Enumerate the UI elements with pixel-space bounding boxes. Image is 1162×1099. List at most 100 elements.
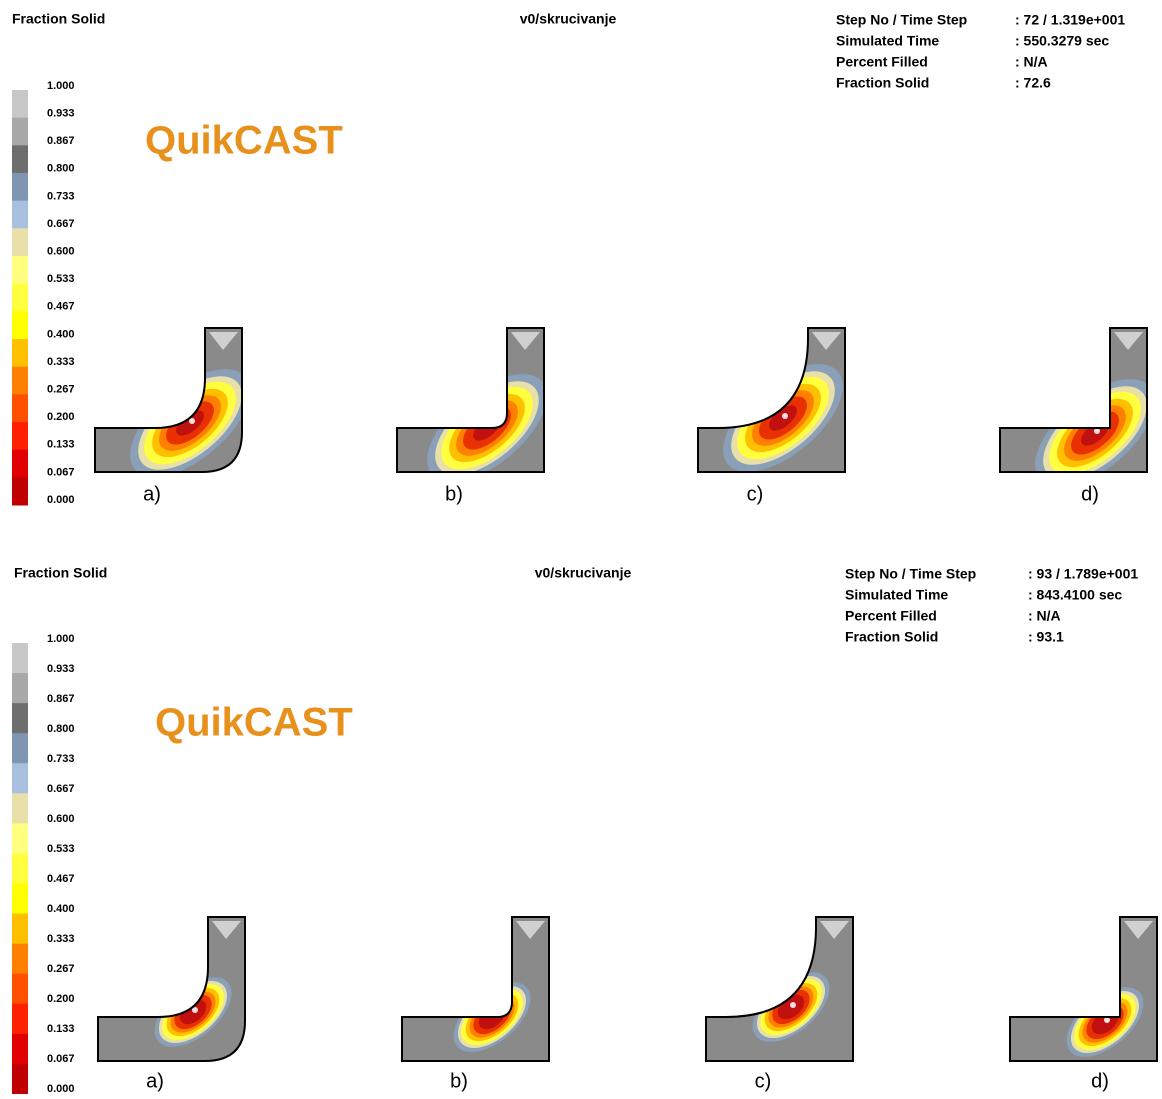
legend-label: 0.733 bbox=[47, 753, 75, 765]
legend-label: 0.933 bbox=[47, 108, 75, 120]
hot-spot bbox=[1104, 1017, 1110, 1023]
legend-label: 0.600 bbox=[47, 246, 75, 258]
info-label: Step No / Time Step bbox=[836, 12, 967, 28]
case-label: a) bbox=[143, 483, 161, 505]
hot-spot bbox=[782, 413, 788, 419]
info-value: : 843.4100 sec bbox=[1028, 587, 1122, 603]
legend-swatch bbox=[12, 793, 28, 824]
legend-label: 0.200 bbox=[47, 411, 75, 423]
outline bbox=[401, 916, 550, 1062]
legend-label: 0.067 bbox=[47, 1053, 75, 1065]
legend-swatch bbox=[12, 1063, 28, 1095]
legend-label: 0.467 bbox=[47, 873, 75, 885]
legend-swatch bbox=[12, 394, 28, 423]
panel-title: Fraction Solid bbox=[12, 11, 105, 27]
hot-spot bbox=[189, 418, 195, 424]
info-value: : N/A bbox=[1028, 608, 1061, 624]
outline bbox=[1009, 916, 1158, 1062]
legend-label: 0.867 bbox=[47, 135, 75, 147]
hot-spot bbox=[1094, 428, 1100, 434]
info-label: Fraction Solid bbox=[836, 75, 929, 91]
info-label: Simulated Time bbox=[836, 33, 939, 49]
gate bbox=[209, 332, 238, 350]
case-label: d) bbox=[1091, 1070, 1109, 1092]
legend-swatch bbox=[12, 853, 28, 885]
legend-swatch bbox=[12, 763, 28, 794]
case-label: b) bbox=[445, 483, 463, 505]
legend-label: 1.000 bbox=[47, 80, 75, 92]
legend-label: 0.133 bbox=[47, 1023, 75, 1035]
legend-swatch bbox=[12, 673, 28, 704]
legend-swatch bbox=[12, 913, 28, 945]
outline bbox=[697, 327, 846, 473]
legend-label: 0.800 bbox=[47, 723, 75, 735]
legend-swatch bbox=[12, 943, 28, 975]
panel-subtitle: v0/skrucivanje bbox=[520, 11, 617, 27]
gate bbox=[820, 921, 849, 939]
legend-swatch bbox=[12, 283, 28, 312]
legend-swatch bbox=[12, 883, 28, 915]
legend-label: 0.400 bbox=[47, 903, 75, 915]
info-label: Simulated Time bbox=[845, 587, 948, 603]
legend-swatch bbox=[12, 145, 28, 174]
outline bbox=[999, 327, 1149, 473]
panel-subtitle: v0/skrucivanje bbox=[535, 565, 632, 581]
case-label: b) bbox=[450, 1070, 468, 1092]
legend-swatch bbox=[12, 200, 28, 229]
solid-field bbox=[723, 364, 843, 472]
info-label: Step No / Time Step bbox=[845, 566, 976, 582]
legend-label: 0.133 bbox=[47, 439, 75, 451]
logo: QuikCAST bbox=[155, 701, 353, 745]
legend-swatch bbox=[12, 173, 28, 202]
legend-swatch bbox=[12, 311, 28, 340]
gate bbox=[511, 332, 540, 350]
gate bbox=[1114, 332, 1143, 350]
casting bbox=[706, 917, 853, 1061]
info-label: Percent Filled bbox=[836, 54, 928, 70]
legend-swatch bbox=[12, 1033, 28, 1065]
legend-label: 0.267 bbox=[47, 384, 75, 396]
legend-label: 0.733 bbox=[47, 190, 75, 202]
legend-swatch bbox=[12, 228, 28, 257]
legend-swatch bbox=[12, 973, 28, 1005]
panel-title: Fraction Solid bbox=[14, 565, 107, 581]
legend-label: 0.533 bbox=[47, 273, 75, 285]
solid-field bbox=[1035, 379, 1147, 472]
legend-label: 0.000 bbox=[47, 1083, 75, 1094]
hot-spot bbox=[790, 1002, 796, 1008]
legend-label: 0.467 bbox=[47, 301, 75, 313]
solid-field bbox=[752, 972, 830, 1042]
solid-field bbox=[130, 369, 242, 472]
legend-label: 0.200 bbox=[47, 993, 75, 1005]
gate bbox=[1124, 921, 1153, 939]
legend-swatch bbox=[12, 703, 28, 734]
legend-label: 0.333 bbox=[47, 356, 75, 368]
info-label: Fraction Solid bbox=[845, 629, 938, 645]
legend-swatch bbox=[12, 90, 28, 119]
info-value: : 93 / 1.789e+001 bbox=[1028, 566, 1138, 582]
legend-label: 0.400 bbox=[47, 328, 75, 340]
legend-swatch bbox=[12, 733, 28, 764]
outline bbox=[705, 916, 854, 1062]
info-value: : 93.1 bbox=[1028, 629, 1064, 645]
info-value: : N/A bbox=[1015, 54, 1048, 70]
legend-label: 0.600 bbox=[47, 813, 75, 825]
legend-label: 0.000 bbox=[47, 494, 75, 506]
legend-label: 0.667 bbox=[47, 783, 75, 795]
info-value: : 72.6 bbox=[1015, 75, 1051, 91]
gate bbox=[516, 921, 545, 939]
legend-label: 0.800 bbox=[47, 163, 75, 175]
outline bbox=[396, 327, 545, 473]
info-value: : 72 / 1.319e+001 bbox=[1015, 12, 1125, 28]
legend-swatch bbox=[12, 643, 28, 674]
legend-swatch bbox=[12, 339, 28, 368]
legend-label: 0.267 bbox=[47, 963, 75, 975]
info-value: : 550.3279 sec bbox=[1015, 33, 1109, 49]
case-label: c) bbox=[755, 1070, 772, 1092]
case-label: a) bbox=[146, 1070, 164, 1092]
legend-swatch bbox=[12, 449, 28, 478]
legend-label: 0.067 bbox=[47, 466, 75, 478]
outline bbox=[97, 916, 246, 1062]
gate bbox=[212, 921, 241, 939]
